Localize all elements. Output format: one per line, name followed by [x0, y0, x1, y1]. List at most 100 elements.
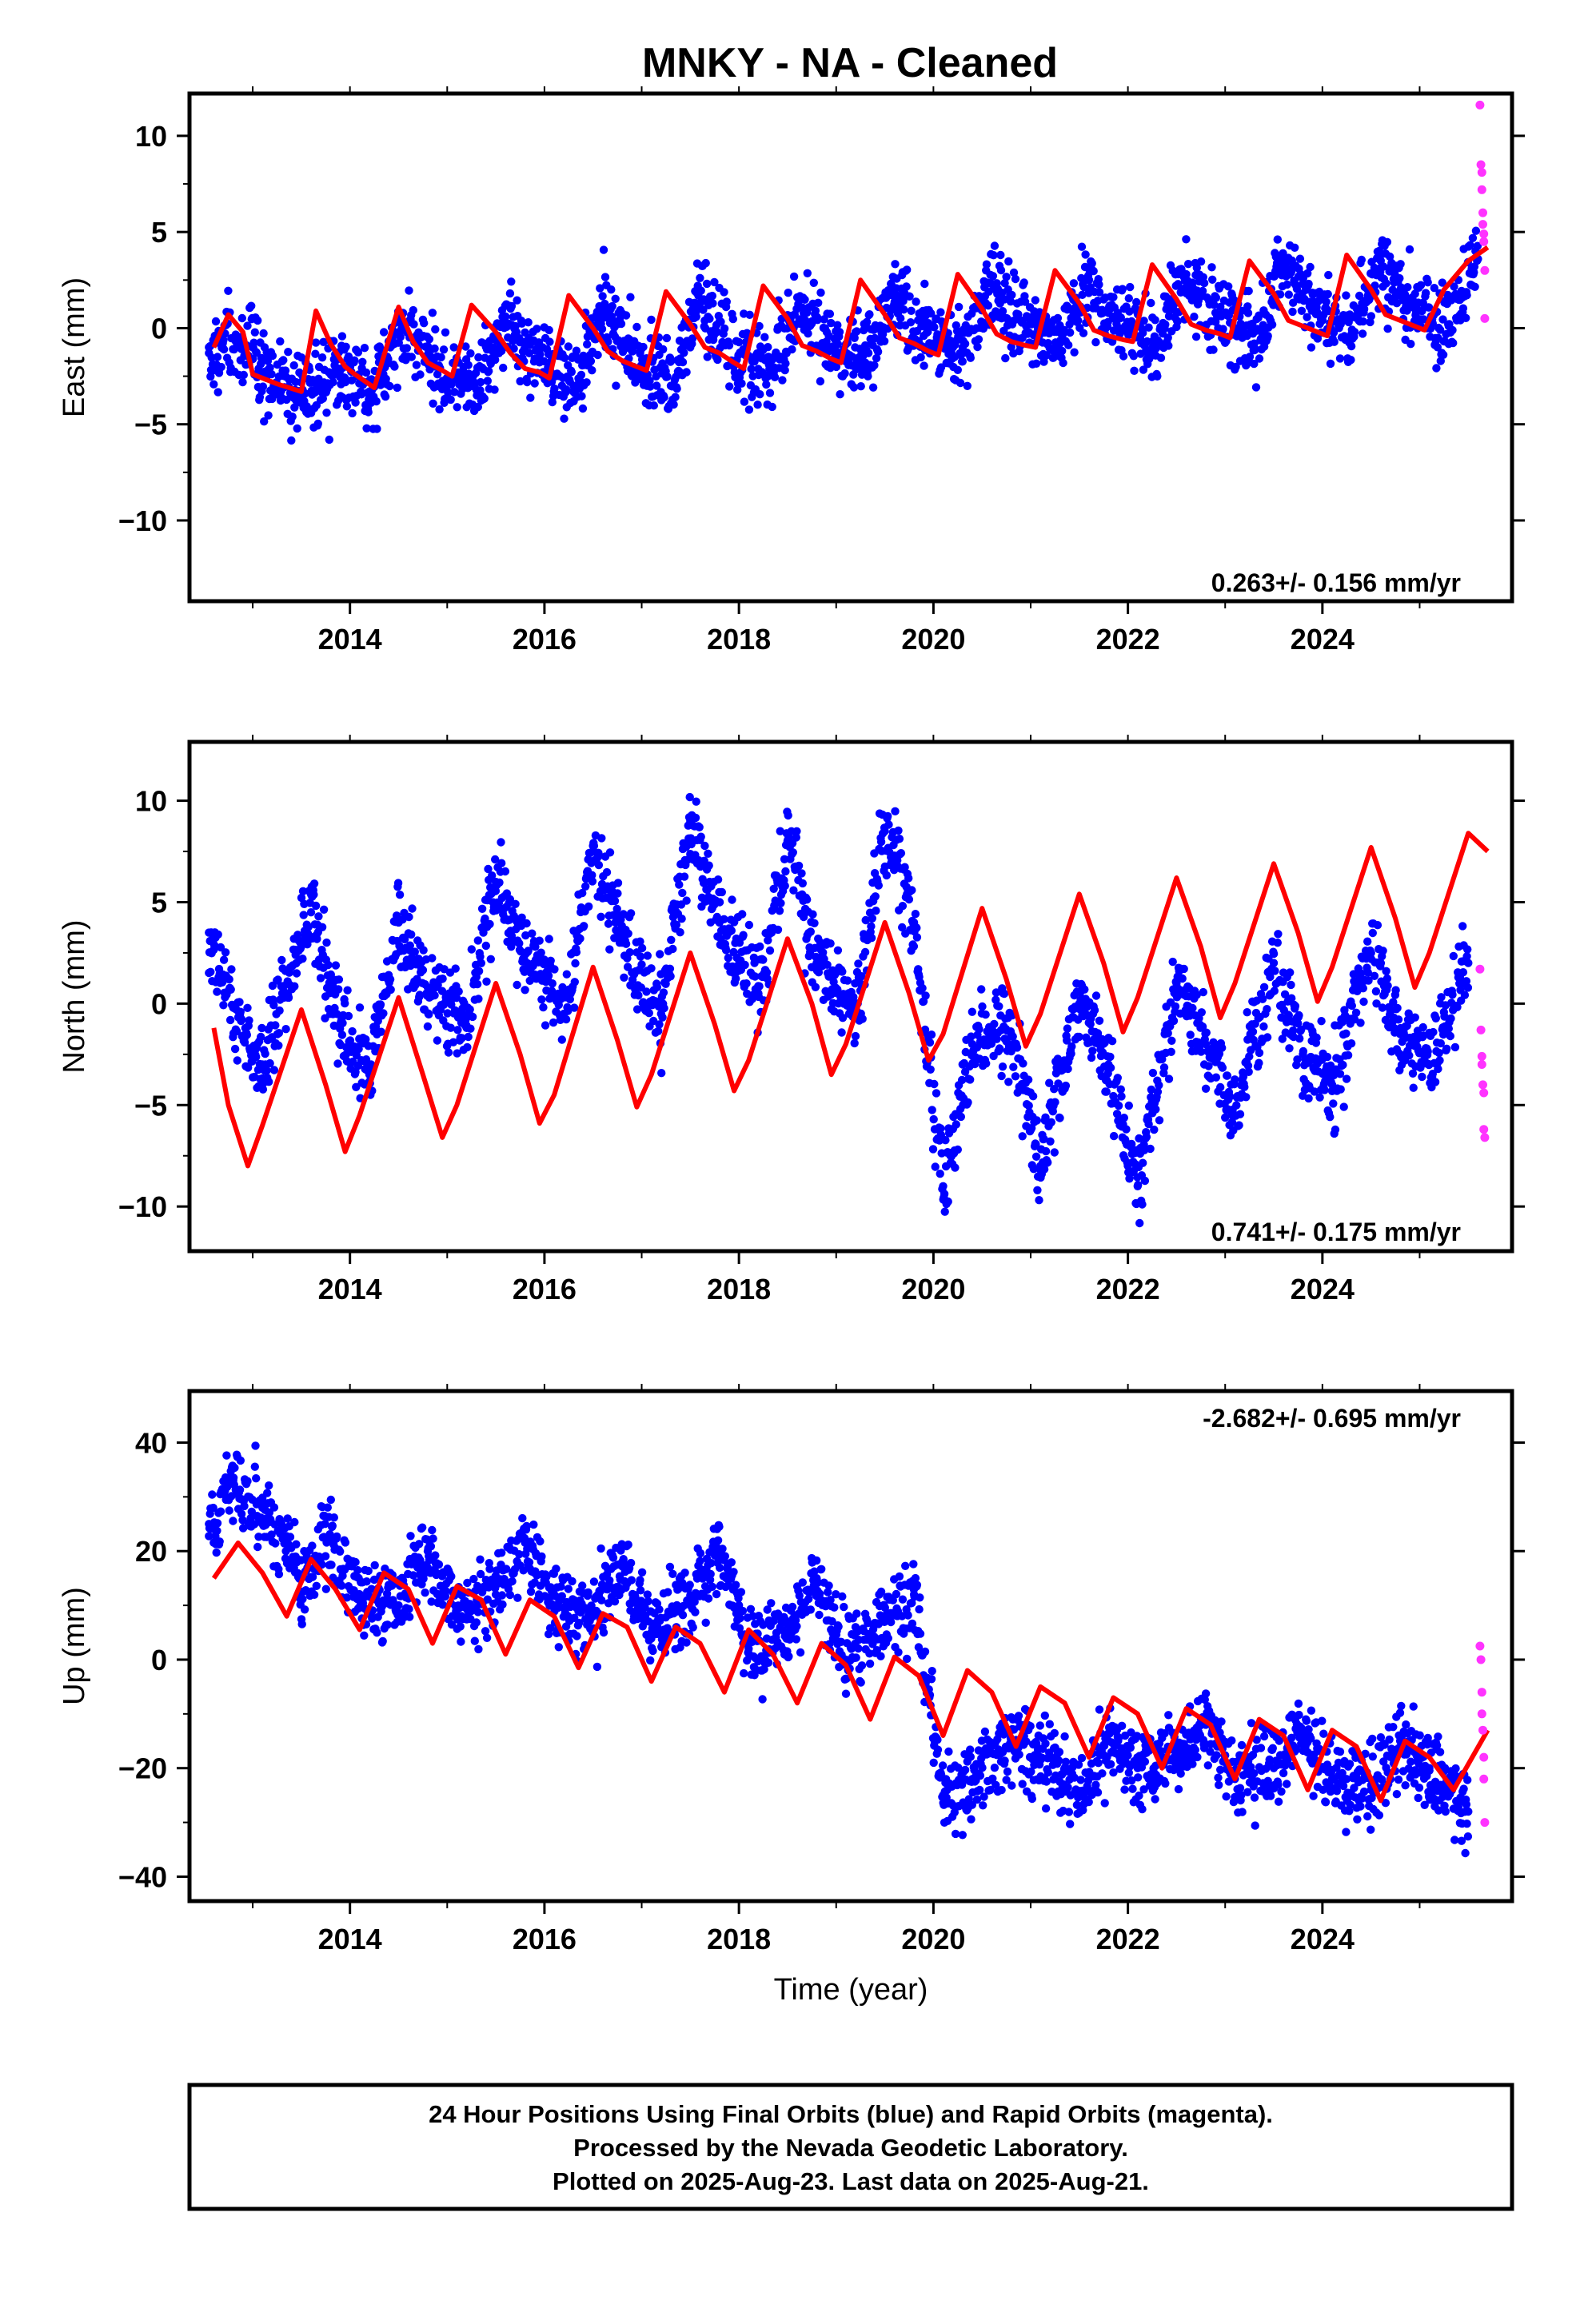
north-final-orbit-point	[1036, 1162, 1044, 1170]
north-final-orbit-point	[852, 1032, 860, 1040]
east-final-orbit-point	[964, 382, 972, 390]
north-final-orbit-point	[932, 1162, 940, 1170]
up-final-orbit-point	[365, 1567, 373, 1575]
north-final-orbit-point	[475, 967, 483, 975]
east-final-orbit-point	[506, 289, 514, 297]
east-final-orbit-point	[1336, 354, 1344, 362]
north-final-orbit-point	[348, 1027, 356, 1035]
east-final-orbit-point	[1119, 285, 1127, 293]
up-final-orbit-point	[213, 1519, 221, 1527]
north-x-tick-label: 2014	[318, 1273, 382, 1306]
east-final-orbit-point	[569, 381, 577, 389]
north-final-orbit-point	[1448, 991, 1456, 999]
north-final-orbit-point	[1242, 1093, 1250, 1101]
north-final-orbit-point	[1043, 1158, 1051, 1166]
north-final-orbit-point	[405, 913, 413, 921]
north-final-orbit-point	[604, 919, 612, 927]
north-final-orbit-point	[277, 956, 285, 964]
east-final-orbit-point	[663, 373, 671, 381]
up-final-orbit-point	[313, 1582, 321, 1590]
north-final-orbit-point	[666, 972, 674, 980]
north-final-orbit-point	[1343, 1074, 1351, 1082]
north-y-tick-label: 10	[135, 785, 167, 818]
east-final-orbit-point	[663, 334, 671, 342]
east-y-tick-label: −5	[134, 409, 167, 441]
north-final-orbit-point	[1359, 984, 1367, 992]
north-final-orbit-point	[1155, 1081, 1163, 1089]
north-final-orbit-point	[759, 955, 767, 963]
north-final-orbit-point	[704, 850, 712, 858]
north-final-orbit-point	[1425, 1060, 1433, 1068]
north-final-orbit-point	[797, 869, 805, 877]
east-final-orbit-point	[501, 313, 509, 321]
north-final-orbit-point	[905, 895, 913, 903]
east-final-orbit-point	[1224, 282, 1232, 290]
north-final-orbit-point	[497, 859, 505, 867]
north-final-orbit-point	[298, 955, 306, 963]
north-final-orbit-point	[812, 983, 820, 991]
east-final-orbit-point	[696, 274, 704, 282]
east-rapid-orbit-point	[1478, 220, 1487, 229]
east-final-orbit-point	[784, 289, 792, 297]
north-final-orbit-point	[1110, 1132, 1118, 1140]
east-final-orbit-point	[790, 273, 798, 281]
north-final-orbit-point	[1432, 1015, 1440, 1022]
north-final-orbit-point	[645, 1009, 653, 1017]
north-final-orbit-point	[1019, 1059, 1027, 1067]
north-final-orbit-point	[539, 1003, 547, 1011]
north-final-orbit-point	[474, 995, 482, 1003]
north-final-orbit-point	[667, 936, 675, 944]
north-final-orbit-point	[666, 965, 674, 973]
east-final-orbit-point	[768, 403, 776, 411]
east-final-orbit-point	[1268, 321, 1276, 329]
north-final-orbit-point	[324, 961, 332, 969]
east-final-orbit-point	[1324, 290, 1332, 298]
east-final-orbit-point	[338, 332, 346, 340]
east-final-orbit-point	[1212, 293, 1220, 301]
east-final-orbit-point	[431, 325, 439, 333]
north-final-orbit-point	[968, 1008, 976, 1016]
east-final-orbit-point	[704, 353, 712, 361]
east-final-orbit-point	[607, 285, 615, 293]
north-final-orbit-point	[718, 888, 726, 896]
east-final-orbit-point	[692, 313, 700, 321]
north-final-orbit-point	[618, 939, 626, 947]
north-final-orbit-point	[1167, 1037, 1175, 1045]
north-y-tick-label: 0	[151, 987, 167, 1020]
north-final-orbit-point	[419, 966, 427, 974]
east-final-orbit-point	[1074, 317, 1082, 325]
north-final-orbit-point	[686, 817, 694, 825]
east-rapid-orbit-point	[1478, 209, 1487, 217]
north-y-tick-label: −5	[134, 1089, 167, 1122]
north-final-orbit-point	[261, 1050, 269, 1058]
chart-title: MNKY - NA - Cleaned	[642, 40, 1058, 86]
east-final-orbit-point	[565, 342, 573, 350]
east-final-orbit-point	[1347, 330, 1355, 338]
north-final-orbit-point	[221, 948, 229, 956]
east-final-orbit-point	[1126, 283, 1134, 291]
east-final-orbit-point	[1307, 343, 1315, 351]
north-final-orbit-point	[1009, 1063, 1017, 1071]
east-final-orbit-point	[880, 337, 888, 345]
east-final-orbit-point	[587, 357, 595, 365]
east-final-orbit-point	[1032, 360, 1040, 368]
east-final-orbit-point	[1079, 329, 1087, 337]
north-final-orbit-point	[589, 877, 596, 885]
north-final-orbit-point	[560, 1010, 568, 1018]
north-final-orbit-point	[1383, 982, 1391, 990]
north-rapid-orbit-point	[1478, 1060, 1486, 1069]
east-final-orbit-point	[373, 425, 381, 433]
north-final-orbit-point	[545, 935, 553, 943]
up-final-orbit-point	[225, 1506, 233, 1514]
north-final-orbit-point	[1391, 986, 1399, 994]
east-final-orbit-point	[647, 316, 655, 324]
north-final-orbit-point	[433, 1036, 441, 1044]
east-final-orbit-point	[583, 341, 591, 349]
east-final-orbit-point	[318, 353, 326, 361]
east-final-orbit-point	[403, 344, 411, 352]
north-final-orbit-point	[1371, 972, 1379, 980]
north-final-orbit-point	[1024, 1075, 1032, 1083]
east-final-orbit-point	[903, 265, 911, 273]
north-final-orbit-point	[964, 1098, 972, 1106]
east-final-orbit-point	[666, 357, 674, 365]
